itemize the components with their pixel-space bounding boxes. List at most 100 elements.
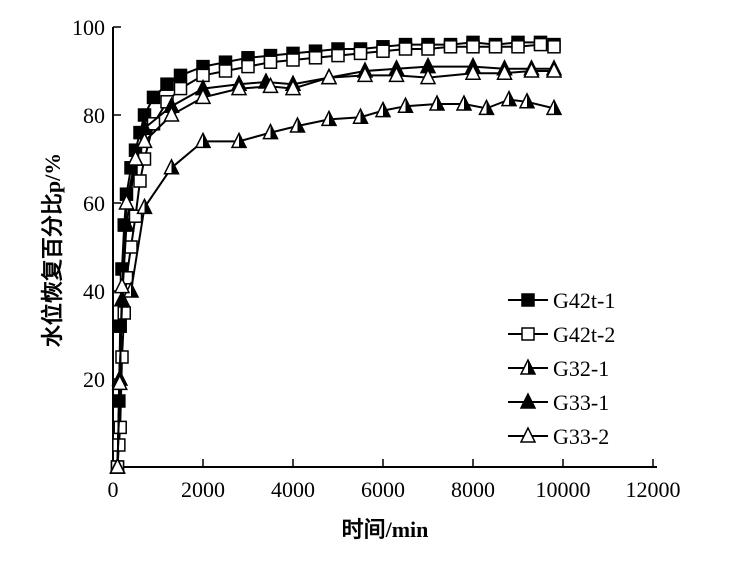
data-point-marker <box>521 327 535 341</box>
data-point-marker <box>146 90 161 105</box>
data-point-marker-fill <box>509 91 516 106</box>
y-tick-label: 80 <box>83 103 105 128</box>
data-point-marker-fill <box>144 199 152 214</box>
data-point-marker-fill <box>437 96 444 110</box>
data-point-marker-fill <box>329 111 336 126</box>
x-tick-label: 0 <box>108 477 119 502</box>
data-point-marker <box>115 350 129 364</box>
y-axis-label: 水位恢复百分比p/% <box>40 153 65 347</box>
legend-label: G33-1 <box>553 390 609 415</box>
data-point-marker <box>533 37 548 52</box>
data-point-marker <box>331 48 345 63</box>
data-point-marker-fill <box>270 124 278 139</box>
data-point-marker-fill <box>528 360 535 374</box>
data-point-marker <box>286 53 300 67</box>
data-point-marker <box>113 276 131 294</box>
data-point-marker <box>173 68 188 83</box>
data-point-marker <box>519 392 537 409</box>
data-point-marker <box>464 63 482 80</box>
data-point-marker <box>511 40 525 54</box>
data-point-marker <box>124 240 138 254</box>
data-point-marker <box>388 65 405 83</box>
data-point-marker <box>194 87 212 105</box>
data-point-marker-fill <box>131 283 138 297</box>
data-point-marker <box>519 426 537 443</box>
x-tick-label: 2000 <box>181 477 225 502</box>
data-point-marker-fill <box>554 100 561 115</box>
data-point-marker <box>262 76 279 94</box>
x-axis-label: 时间/min <box>342 517 429 542</box>
data-point-marker <box>488 40 503 54</box>
legend-label: G33-2 <box>553 424 609 449</box>
data-point-marker-fill <box>486 100 494 115</box>
legend-item: G42t-1 <box>508 288 615 313</box>
data-point-marker <box>146 117 161 131</box>
y-tick-label: 60 <box>83 191 105 216</box>
data-point-marker-fill <box>171 159 179 174</box>
data-point-marker-fill <box>297 118 305 132</box>
legend-item: G42t-2 <box>508 322 615 347</box>
data-point-marker <box>160 77 174 91</box>
data-point-marker <box>443 40 458 54</box>
data-point-marker <box>118 193 135 210</box>
series-G33-2 <box>109 61 563 474</box>
data-point-marker-fill <box>360 109 368 124</box>
data-point-marker-fill <box>383 102 390 117</box>
data-point-marker <box>521 293 535 307</box>
data-point-marker <box>263 55 278 69</box>
series-line <box>116 65 554 468</box>
series-lines <box>109 35 563 474</box>
data-point-marker-fill <box>464 96 471 110</box>
data-point-marker <box>353 46 368 61</box>
data-point-marker <box>117 306 131 320</box>
legend-label: G32-1 <box>553 356 609 381</box>
data-point-marker-fill <box>527 93 534 108</box>
data-point-marker <box>118 215 135 232</box>
data-point-marker <box>545 61 563 78</box>
data-point-marker <box>376 44 390 58</box>
data-point-marker <box>113 420 127 435</box>
legend: G42t-1 G42t-2 G32-1 G33-1 G33-2 <box>508 288 615 449</box>
x-tick-label: 4000 <box>271 477 315 502</box>
data-point-marker-fill <box>203 133 210 148</box>
data-point-marker <box>284 78 302 96</box>
legend-item: G33-2 <box>508 424 609 449</box>
data-point-marker <box>356 65 374 83</box>
data-point-marker <box>496 63 513 80</box>
series-line <box>116 70 554 468</box>
data-point-marker <box>111 373 128 391</box>
data-point-marker <box>173 81 188 96</box>
series-G32-1 <box>109 89 563 474</box>
data-point-marker <box>547 40 561 54</box>
data-point-marker <box>419 67 437 85</box>
data-point-marker <box>466 40 480 54</box>
y-tick-label: 40 <box>83 279 105 304</box>
x-tick-label: 12000 <box>626 477 681 502</box>
data-point-marker-fill <box>239 133 246 148</box>
data-point-marker-fill <box>405 98 413 113</box>
legend-item: G32-1 <box>508 356 609 381</box>
series-G42t-2 <box>110 37 561 474</box>
x-tick-label: 10000 <box>536 477 591 502</box>
data-point-marker <box>308 51 323 65</box>
data-point-marker <box>109 457 126 474</box>
data-point-marker <box>133 174 147 188</box>
data-point-marker <box>230 78 248 96</box>
data-point-marker <box>218 64 233 78</box>
data-point-marker <box>398 42 413 56</box>
data-point-marker <box>421 42 435 56</box>
y-tick-label: 20 <box>83 367 105 392</box>
axes: 0 2000 4000 6000 8000 10000 12000 20 40 60 80 100 <box>72 15 681 502</box>
data-point-marker <box>320 67 338 85</box>
series-line <box>116 98 555 468</box>
legend-label: G42t-1 <box>553 288 615 313</box>
legend-label: G42t-2 <box>553 322 615 347</box>
data-point-marker <box>241 59 255 74</box>
y-tick-label: 100 <box>72 15 105 40</box>
legend-item: G33-1 <box>508 390 609 415</box>
data-point-marker <box>127 149 144 166</box>
data-point-marker <box>523 61 540 78</box>
data-point-marker <box>163 105 180 122</box>
